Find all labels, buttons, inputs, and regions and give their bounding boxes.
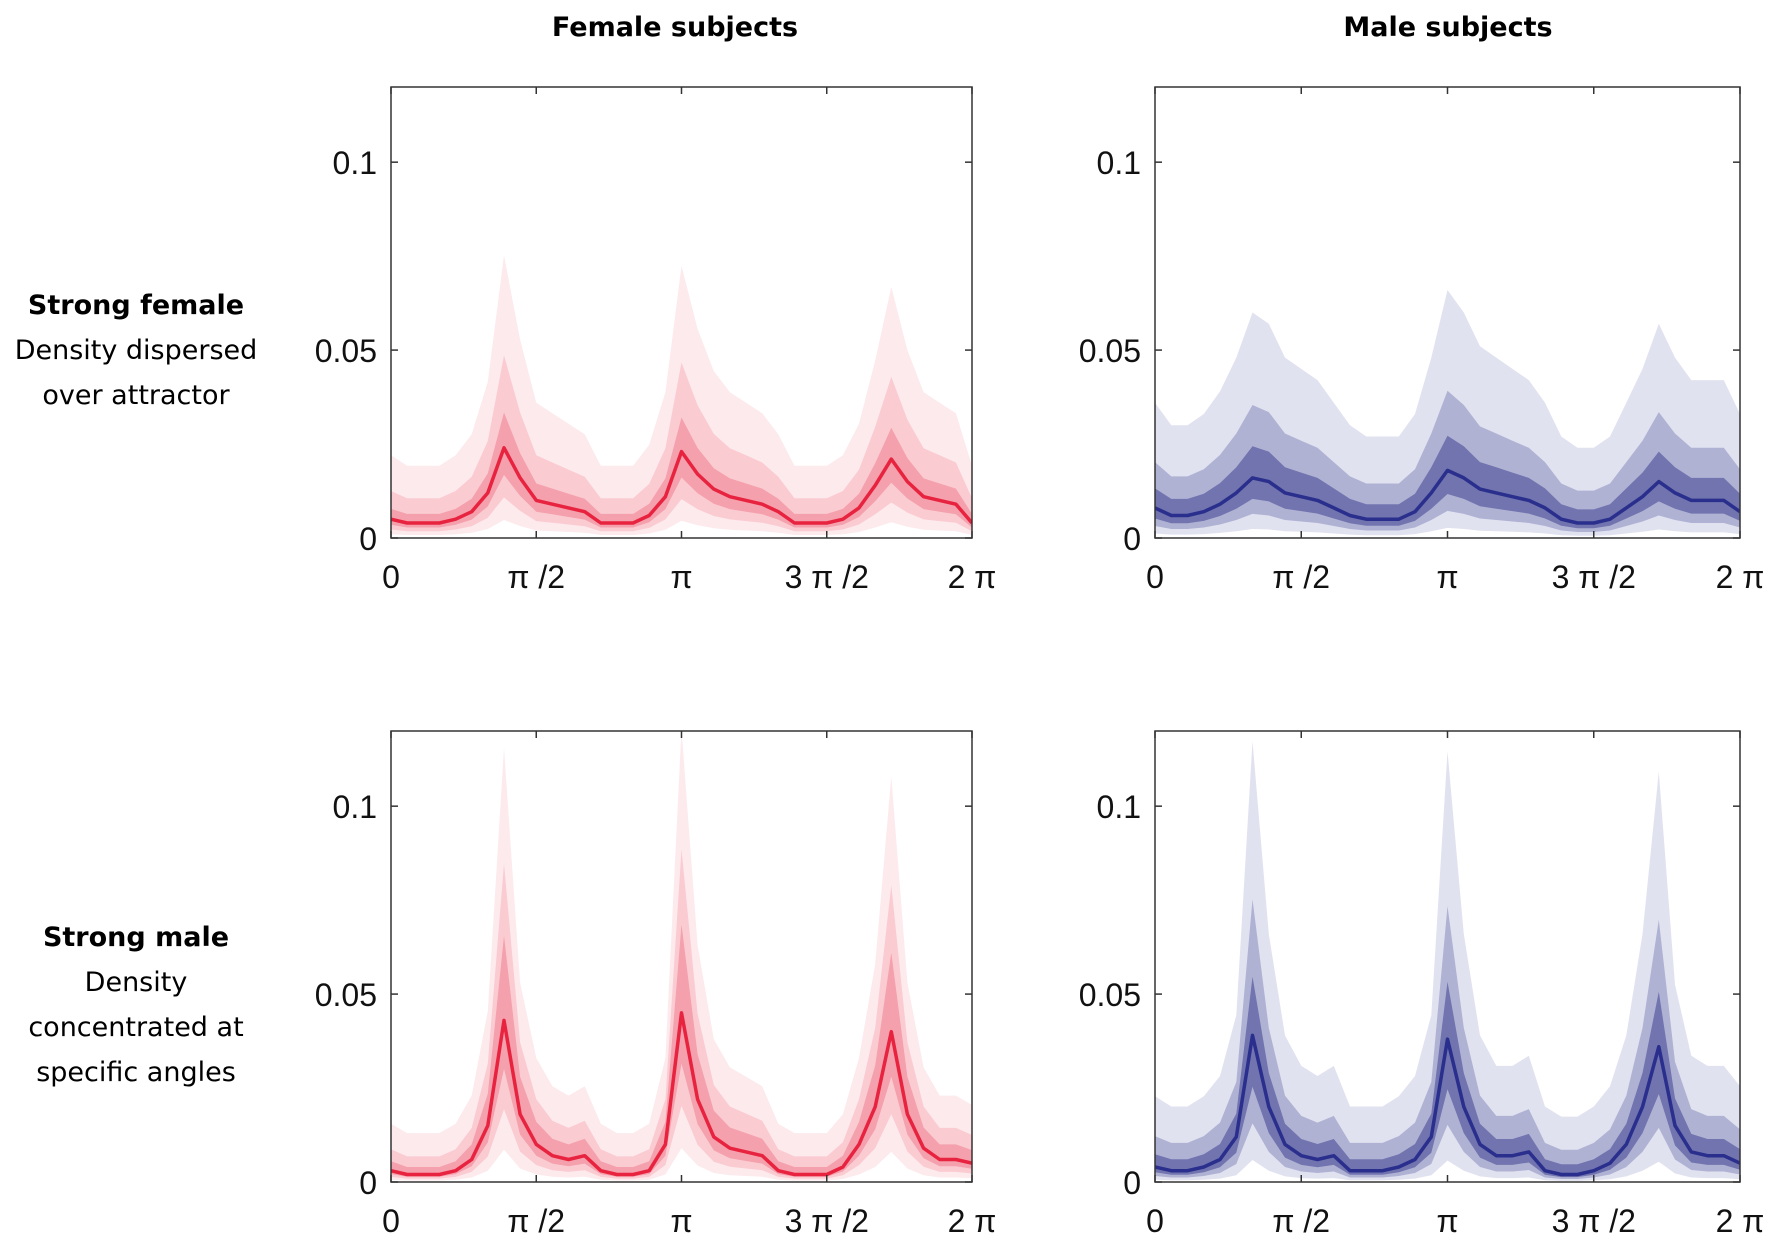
row-label-strong-female: Strong female Density dispersed over att… xyxy=(15,290,258,411)
x-tick-label: π /2 xyxy=(507,1203,565,1239)
plot-area xyxy=(391,731,972,1181)
band-inner xyxy=(1155,976,1740,1178)
mean-line xyxy=(1155,468,1740,525)
panel-1-1: 0 π /2 π 3 π /2 2 π 0 0.05 0.1 xyxy=(1079,730,1765,1239)
x-tick-label: 3 π /2 xyxy=(1552,1203,1636,1239)
mean-line xyxy=(1155,1033,1740,1177)
x-tick-label: 2 π xyxy=(1716,559,1765,595)
x-tick-label: π xyxy=(1436,559,1458,595)
x-tick-label: π /2 xyxy=(1272,1203,1330,1239)
y-tick-label: 0.05 xyxy=(315,333,377,369)
x-tick-label: 2 π xyxy=(948,559,997,595)
panel-0-1: 0 π /2 π 3 π /2 2 π 0 0.05 0.1 xyxy=(1079,86,1765,595)
x-tick-label: 3 π /2 xyxy=(785,1203,869,1239)
y-tick-label: 0.1 xyxy=(333,789,377,825)
row-subtitle-line: Density xyxy=(85,967,188,998)
x-tick-label: 0 xyxy=(1146,1203,1164,1239)
y-tick-label: 0.1 xyxy=(333,145,377,181)
y-tick-label: 0.05 xyxy=(1079,333,1141,369)
x-tick-label: 3 π /2 xyxy=(1552,559,1636,595)
y-tick-label: 0 xyxy=(1123,521,1141,557)
plot-area xyxy=(1155,741,1740,1181)
y-tick-label: 0.1 xyxy=(1097,145,1141,181)
y-tick-label: 0 xyxy=(359,521,377,557)
column-title-female: Female subjects xyxy=(552,12,798,43)
row-subtitle-line: concentrated at xyxy=(28,1012,243,1043)
row-subtitle-line: Density dispersed xyxy=(15,335,258,366)
mean-line xyxy=(391,446,972,525)
row-title: Strong male xyxy=(43,922,229,953)
y-tick-label: 0.1 xyxy=(1097,789,1141,825)
row-subtitle-line: specific angles xyxy=(36,1057,236,1088)
x-tick-label: π xyxy=(1436,1203,1458,1239)
panel-1-0: 0 π /2 π 3 π /2 2 π 0 0.05 0.1 xyxy=(315,730,997,1239)
x-tick-label: 0 xyxy=(382,559,400,595)
row-label-strong-male: Strong male Density concentrated at spec… xyxy=(28,922,243,1088)
x-tick-label: 0 xyxy=(1146,559,1164,595)
row-title: Strong female xyxy=(28,290,244,321)
y-tick-label: 0.05 xyxy=(1079,977,1141,1013)
column-title-male: Male subjects xyxy=(1343,12,1552,43)
x-tick-label: 0 xyxy=(382,1203,400,1239)
x-tick-label: π xyxy=(670,1203,692,1239)
panel-0-0: 0 π /2 π 3 π /2 2 π 0 0.05 0.1 xyxy=(315,86,997,595)
y-tick-label: 0.05 xyxy=(315,977,377,1013)
x-tick-label: π /2 xyxy=(507,559,565,595)
row-subtitle-line: over attractor xyxy=(42,380,230,411)
band-inner xyxy=(391,924,972,1177)
plot-area xyxy=(1155,290,1740,536)
mean-line xyxy=(391,1011,972,1177)
y-tick-label: 0 xyxy=(1123,1165,1141,1201)
x-tick-label: π /2 xyxy=(1272,559,1330,595)
y-tick-label: 0 xyxy=(359,1165,377,1201)
x-tick-label: 2 π xyxy=(948,1203,997,1239)
band-inner xyxy=(1155,435,1740,529)
plot-area xyxy=(391,255,972,535)
x-tick-label: 2 π xyxy=(1716,1203,1765,1239)
x-tick-label: π xyxy=(670,559,692,595)
x-tick-label: 3 π /2 xyxy=(785,559,869,595)
